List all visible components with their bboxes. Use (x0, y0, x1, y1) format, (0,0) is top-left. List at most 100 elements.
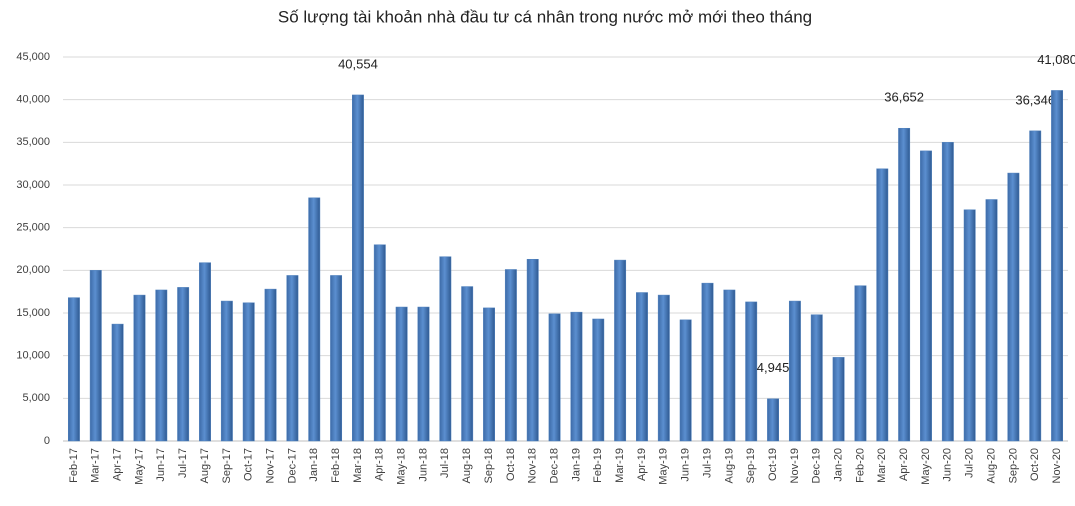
x-tick-label: Aug-20 (985, 448, 997, 483)
x-tick-label: Jan-20 (833, 448, 845, 482)
x-tick-label: May-18 (396, 448, 408, 485)
bar (286, 275, 299, 442)
y-tick-label: 30,000 (16, 179, 50, 191)
y-tick-label: 45,000 (16, 51, 50, 63)
x-tick-label: Jan-18 (308, 448, 320, 482)
bar (898, 127, 911, 442)
bar (941, 142, 954, 442)
x-tick-label: Mar-18 (352, 448, 364, 483)
x-tick-label: May-19 (658, 448, 670, 485)
x-tick-label: Dec-17 (286, 448, 298, 483)
y-tick-label: 20,000 (16, 264, 50, 276)
x-tick-label: Nov-18 (527, 448, 539, 483)
bar (373, 244, 386, 442)
x-tick-label: Aug-19 (723, 448, 735, 483)
bar (723, 289, 736, 442)
x-tick-label: Dec-19 (811, 448, 823, 483)
bar (832, 357, 845, 442)
data-label: 40,554 (338, 56, 378, 71)
x-tick-label: Dec-18 (548, 448, 560, 483)
bar (810, 314, 823, 442)
bar (985, 199, 998, 442)
bar (133, 294, 146, 442)
x-tick-label: Aug-18 (461, 448, 473, 483)
data-label: 36,652 (884, 90, 924, 105)
x-tick-label: Apr-20 (898, 448, 910, 481)
chart-title: Số lượng tài khoản nhà đầu tư cá nhân tr… (278, 7, 812, 26)
bar (614, 259, 627, 442)
x-tick-label: Nov-20 (1051, 448, 1063, 483)
bar (417, 306, 430, 442)
y-tick-label: 15,000 (16, 307, 50, 319)
bar (220, 300, 233, 442)
bar (155, 289, 168, 442)
bar (264, 288, 277, 442)
bar (788, 300, 801, 442)
bar (679, 319, 692, 442)
bar (636, 292, 648, 442)
x-tick-label: Jun-20 (942, 448, 954, 482)
bar (963, 209, 976, 442)
bar (767, 398, 779, 442)
x-tick-label: Mar-19 (614, 448, 626, 483)
x-tick-label: Apr-17 (112, 448, 124, 481)
x-tick-label: Jun-19 (680, 448, 692, 482)
x-tick-label: Oct-20 (1029, 448, 1041, 481)
x-tick-label: Mar-17 (90, 448, 102, 483)
x-tick-label: Sep-20 (1007, 448, 1019, 483)
bar (570, 311, 583, 442)
y-tick-label: 40,000 (16, 94, 50, 106)
bar (395, 306, 408, 442)
x-tick-label: Oct-19 (767, 448, 779, 481)
x-tick-label: Sep-19 (745, 448, 757, 483)
bar (111, 323, 124, 442)
bar (89, 270, 102, 442)
x-tick-label: Sep-18 (483, 448, 495, 483)
x-tick-label: Feb-20 (854, 448, 866, 483)
y-tick-label: 25,000 (16, 222, 50, 234)
bar (242, 302, 255, 442)
bar (1051, 90, 1064, 442)
x-tick-label: May-20 (920, 448, 932, 485)
bar (592, 318, 605, 442)
x-tick-label: Jun-18 (417, 448, 429, 482)
bar (1029, 130, 1042, 442)
bar (548, 313, 561, 442)
bar (461, 286, 474, 442)
bar (657, 294, 670, 442)
x-tick-label: Nov-17 (264, 448, 276, 483)
bar (526, 258, 539, 442)
bar (308, 197, 321, 442)
bar (876, 168, 889, 442)
data-label: 41,080 (1037, 52, 1075, 67)
x-tick-label: Feb-19 (592, 448, 604, 483)
x-tick-label: Apr-19 (636, 448, 648, 481)
x-tick-label: Oct-18 (505, 448, 517, 481)
bar (920, 150, 932, 442)
bar (199, 262, 211, 442)
x-tick-label: Feb-18 (330, 448, 342, 483)
x-tick-label: May-17 (133, 448, 145, 485)
bar (701, 282, 714, 442)
y-tick-label: 35,000 (16, 136, 50, 148)
data-label: 4,945 (757, 360, 790, 375)
bar (352, 94, 364, 442)
x-tick-label: Jul-18 (439, 448, 451, 478)
bar (177, 287, 190, 442)
bar (745, 301, 758, 442)
x-tick-label: Nov-19 (789, 448, 801, 483)
bar (330, 275, 343, 442)
x-tick-label: Aug-17 (199, 448, 211, 483)
bar (439, 256, 452, 442)
x-tick-label: Jul-17 (177, 448, 189, 478)
x-tick-label: Apr-18 (374, 448, 386, 481)
x-tick-label: Jul-19 (701, 448, 713, 478)
y-tick-label: 0 (44, 435, 50, 447)
bar (483, 307, 495, 442)
bar (67, 297, 80, 442)
x-tick-label: Jun-17 (155, 448, 167, 482)
data-label: 36,346 (1015, 92, 1055, 107)
x-tick-label: Oct-17 (243, 448, 255, 481)
bar (1007, 172, 1020, 442)
